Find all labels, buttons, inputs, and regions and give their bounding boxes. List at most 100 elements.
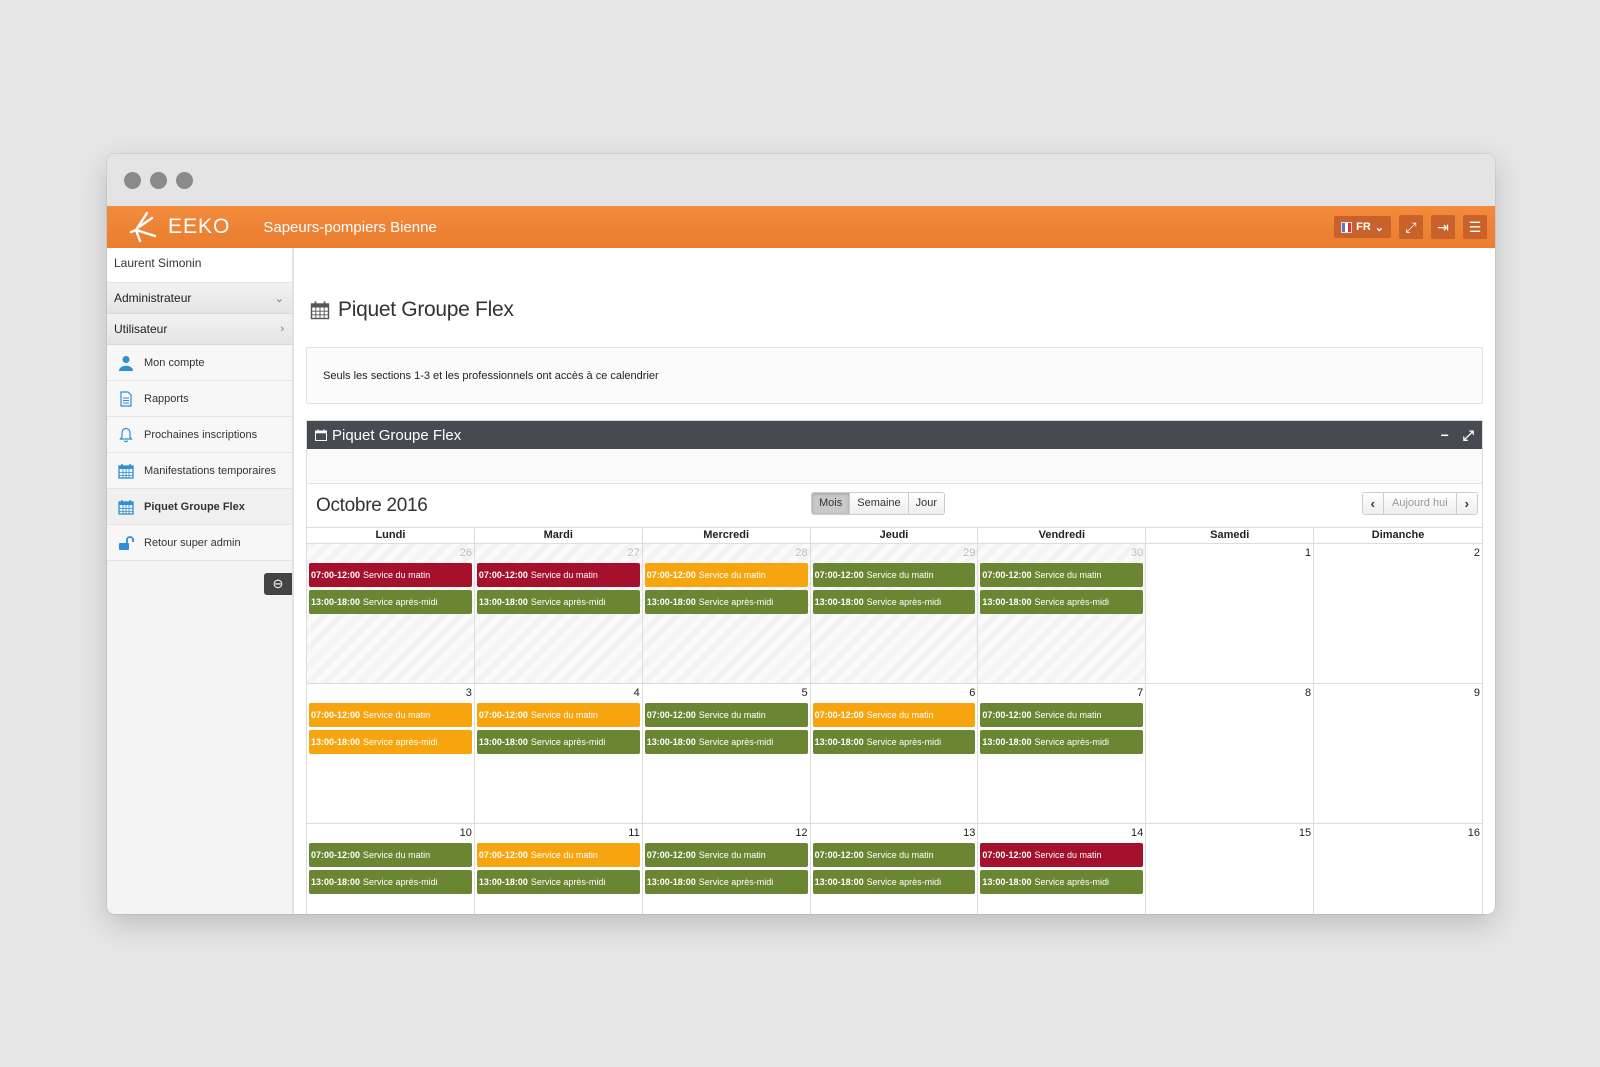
calendar-event[interactable]: 07:00-12:00 Service du matin (309, 563, 472, 587)
calendar-event[interactable]: 13:00-18:00 Service après-midi (476, 870, 640, 894)
calendar-event[interactable]: 07:00-12:00 Service du matin (644, 843, 808, 867)
sidebar-item-prochaines-inscriptions[interactable]: Prochaines inscriptions (107, 417, 292, 453)
event-title: Service après-midi (363, 597, 438, 607)
calendar-day-cell[interactable]: 6 07:00-12:00 Service du matin 13:00-18:00 S… (811, 684, 979, 823)
menu-button[interactable]: ☰ (1463, 215, 1487, 239)
calendar-day-cell[interactable]: 11 07:00-12:00 Service du matin 13:00-18:00… (475, 824, 643, 914)
expand-icon[interactable]: ⤢ (1462, 426, 1474, 443)
calendar-event[interactable]: 13:00-18:00 Service après-midi (309, 730, 472, 754)
calendar-event[interactable]: 13:00-18:00 Service après-midi (476, 730, 640, 754)
event-title: Service du matin (866, 710, 934, 720)
sidebar-section-administrateur[interactable]: Administrateur ⌄ (107, 283, 292, 314)
calendar-event[interactable]: 13:00-18:00 Service après-midi (309, 870, 472, 894)
sidebar-item-manifestations-temporaires[interactable]: Manifestations temporaires (107, 453, 292, 489)
calendar-event[interactable]: 13:00-18:00 Service après-midi (644, 730, 808, 754)
calendar-day-cell[interactable]: 13 07:00-12:00 Service du matin 13:00-18:00… (811, 824, 979, 914)
event-title: Service après-midi (698, 597, 774, 607)
calendar-event[interactable]: 07:00-12:00 Service du matin (980, 843, 1144, 867)
calendar-day-cell[interactable]: 28 07:00-12:00 Service du matin 13:00-18:00… (642, 544, 811, 683)
sidebar-item-retour-super-admin[interactable]: Retour super admin (107, 525, 292, 561)
calendar-day-cell[interactable]: 30 07:00-12:00 Service du matin 13:00-18:00… (978, 544, 1147, 683)
event-time: 07:00-12:00 (814, 710, 864, 720)
calendar-event[interactable]: 07:00-12:00 Service du matin (309, 843, 472, 867)
event-time: 07:00-12:00 (478, 570, 528, 580)
day-events: 07:00-12:00 Service du matin 13:00-18:00 Se… (476, 563, 640, 614)
event-time: 13:00-18:00 (646, 597, 696, 607)
calendar-event[interactable]: 07:00-12:00 Service du matin (812, 563, 976, 587)
minimize-icon[interactable]: − (1440, 426, 1449, 443)
event-time: 13:00-18:00 (982, 877, 1032, 887)
view-week-button[interactable]: Semaine (850, 493, 909, 514)
calendar-event[interactable]: 13:00-18:00 Service après-midi (476, 590, 640, 614)
page-title-text: Piquet Groupe Flex (338, 298, 514, 321)
calendar-event[interactable]: 07:00-12:00 Service du matin (309, 703, 472, 727)
day-number: 12 (795, 827, 808, 839)
calendar-event[interactable]: 07:00-12:00 Service du matin (980, 563, 1144, 587)
sidebar-section-utilisateur[interactable]: Utilisateur › (107, 314, 292, 345)
calendar-day-cell[interactable]: 29 07:00-12:00 Service du matin 13:00-18:00… (810, 544, 979, 683)
calendar-day-cell[interactable]: 7 07:00-12:00 Service du matin 13:00-18:00 S… (978, 684, 1147, 823)
calendar-event[interactable]: 13:00-18:00 Service après-midi (309, 590, 472, 614)
calendar-day-cell[interactable]: 14 07:00-12:00 Service du matin 13:00-18:00… (978, 824, 1147, 914)
calendar-day-cell[interactable]: 15 (1146, 824, 1315, 914)
calendar-event[interactable]: 07:00-12:00 Service du matin (812, 703, 976, 727)
bell-icon (118, 427, 134, 443)
calendar-event[interactable]: 13:00-18:00 Service après-midi (644, 590, 808, 614)
sidebar-item-rapports[interactable]: Rapports (107, 381, 292, 417)
logout-button[interactable]: ⇥ (1431, 215, 1455, 239)
sidebar-collapse-button[interactable]: ⊖ (264, 573, 292, 595)
sidebar-item-piquet-groupe-flex[interactable]: Piquet Groupe Flex (107, 489, 292, 525)
calendar-day-cell[interactable]: 5 07:00-12:00 Service du matin 13:00-18:00 S… (643, 684, 811, 823)
calendar-event[interactable]: 13:00-18:00 Service après-midi (812, 870, 976, 894)
window-close-dot[interactable] (124, 171, 141, 189)
widget-toolbar (307, 449, 1482, 484)
calendar-event[interactable]: 07:00-12:00 Service du matin (980, 703, 1144, 727)
event-title: Service après-midi (698, 737, 774, 747)
calendar-day-cell[interactable]: 27 07:00-12:00 Service du matin 13:00-18:00… (474, 544, 643, 683)
prev-month-button[interactable]: ‹ (1362, 493, 1384, 514)
hamburger-icon: ☰ (1468, 218, 1482, 235)
view-day-button[interactable]: Jour (908, 493, 945, 514)
calendar-event[interactable]: 13:00-18:00 Service après-midi (812, 590, 976, 614)
calendar-event[interactable]: 13:00-18:00 Service après-midi (980, 590, 1144, 614)
view-month-button[interactable]: Mois (812, 493, 851, 514)
calendar-day-cell[interactable]: 12 07:00-12:00 Service du matin 13:00-18:00… (643, 824, 811, 914)
language-selector[interactable]: FR ⌄ (1334, 216, 1391, 238)
calendar-day-cell[interactable]: 1 (1146, 544, 1315, 683)
calendar-day-cell[interactable]: 3 07:00-12:00 Service du matin 13:00-18:00 S… (307, 684, 475, 823)
day-events: 07:00-12:00 Service du matin 13:00-18:00 Se… (980, 843, 1144, 894)
calendar-event[interactable]: 13:00-18:00 Service après-midi (812, 730, 976, 754)
calendar-event[interactable]: 07:00-12:00 Service du matin (812, 843, 976, 867)
calendar-day-cell[interactable]: 8 (1146, 684, 1315, 823)
calendar-header: Octobre 2016 Mois Semaine Jour ‹ Aujourd… (307, 484, 1482, 528)
weekday-header: Mercredi (643, 528, 811, 543)
calendar-day-cell[interactable]: 10 07:00-12:00 Service du matin 13:00-18:00… (307, 824, 475, 914)
event-title: Service après-midi (866, 597, 942, 607)
event-time: 13:00-18:00 (311, 737, 361, 747)
fullscreen-button[interactable]: ⤢ (1399, 215, 1423, 239)
sidebar-item-mon-compte[interactable]: Mon compte (107, 345, 292, 381)
calendar-event[interactable]: 07:00-12:00 Service du matin (476, 563, 640, 587)
next-month-button[interactable]: › (1456, 493, 1477, 514)
calendar-event[interactable]: 07:00-12:00 Service du matin (644, 563, 808, 587)
calendar-day-cell[interactable]: 9 (1314, 684, 1482, 823)
calendar-day-cell[interactable]: 4 07:00-12:00 Service du matin 13:00-18:00 S… (475, 684, 643, 823)
calendar-event[interactable]: 07:00-12:00 Service du matin (476, 703, 640, 727)
calendar-day-cell[interactable]: 26 07:00-12:00 Service du matin 13:00-18:00… (307, 544, 475, 683)
calendar-event[interactable]: 13:00-18:00 Service après-midi (980, 730, 1144, 754)
calendar-event[interactable]: 07:00-12:00 Service du matin (476, 843, 640, 867)
calendar-day-cell[interactable]: 16 (1314, 824, 1482, 914)
calendar-event[interactable]: 13:00-18:00 Service après-midi (980, 870, 1144, 894)
window-zoom-dot[interactable] (176, 171, 193, 189)
day-events: 07:00-12:00 Service du matin 13:00-18:00 Se… (980, 703, 1144, 754)
window-minimize-dot[interactable] (150, 171, 167, 189)
calendar-day-cell[interactable]: 2 (1314, 544, 1482, 683)
eeko-logo-icon (129, 211, 157, 243)
today-button[interactable]: Aujourd hui (1384, 493, 1457, 514)
eeko-logo[interactable]: EEKO (127, 210, 230, 244)
day-number: 6 (969, 687, 976, 699)
calendar-event[interactable]: 13:00-18:00 Service après-midi (644, 870, 808, 894)
calendar-event[interactable]: 07:00-12:00 Service du matin (644, 703, 808, 727)
browser-window: EEKO Sapeurs-pompiers Bienne FR ⌄ ⤢ ⇥ ☰ … (107, 154, 1495, 914)
event-time: 13:00-18:00 (814, 877, 864, 887)
